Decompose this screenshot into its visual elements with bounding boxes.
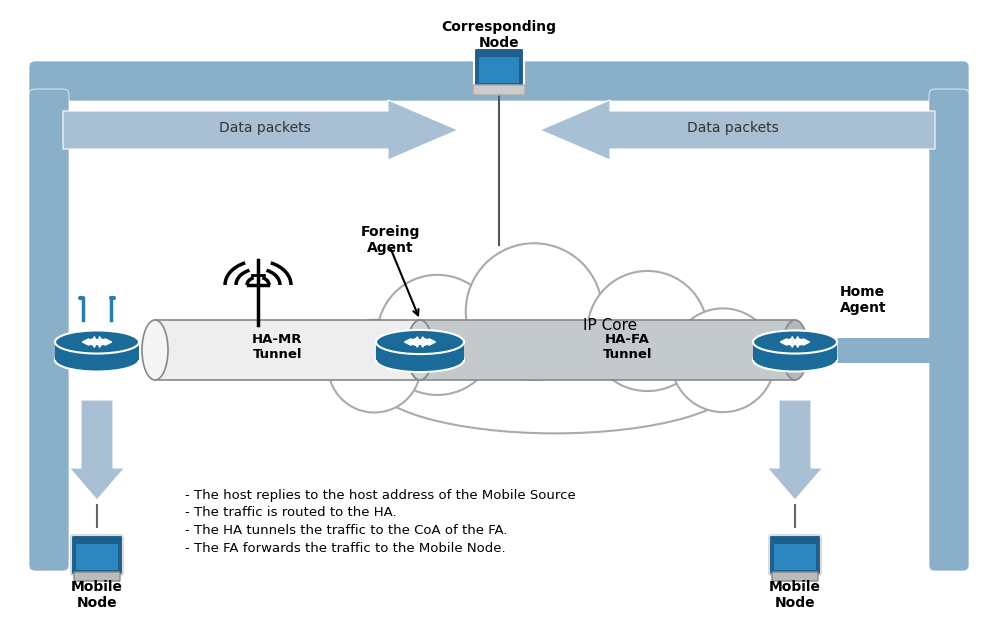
Text: Home
Agent: Home Agent xyxy=(840,285,886,315)
FancyArrow shape xyxy=(63,100,458,160)
Text: Data packets: Data packets xyxy=(688,121,778,135)
Text: Mobile
Node: Mobile Node xyxy=(769,580,821,610)
FancyBboxPatch shape xyxy=(769,535,821,575)
FancyBboxPatch shape xyxy=(473,85,525,95)
FancyBboxPatch shape xyxy=(772,572,818,581)
Text: - The host replies to the host address of the Mobile Source: - The host replies to the host address o… xyxy=(185,489,576,501)
FancyBboxPatch shape xyxy=(29,61,969,101)
Text: - The HA tunnels the traffic to the CoA of the FA.: - The HA tunnels the traffic to the CoA … xyxy=(185,524,508,538)
Bar xyxy=(55,342,139,360)
Text: Mobile
Node: Mobile Node xyxy=(71,580,123,610)
FancyBboxPatch shape xyxy=(74,572,120,581)
Circle shape xyxy=(588,271,708,391)
FancyArrow shape xyxy=(767,400,822,500)
Ellipse shape xyxy=(55,349,139,372)
Ellipse shape xyxy=(376,330,464,354)
Text: - The FA forwards the traffic to the Mobile Node.: - The FA forwards the traffic to the Mob… xyxy=(185,543,506,555)
Ellipse shape xyxy=(55,330,139,354)
FancyArrow shape xyxy=(70,400,125,500)
FancyBboxPatch shape xyxy=(474,48,524,88)
Circle shape xyxy=(671,308,774,412)
Text: HA-MR
Tunnel: HA-MR Tunnel xyxy=(252,333,302,361)
Circle shape xyxy=(328,320,421,413)
Bar xyxy=(774,544,816,570)
Circle shape xyxy=(466,243,602,380)
FancyBboxPatch shape xyxy=(420,320,795,380)
Bar xyxy=(76,544,118,570)
Ellipse shape xyxy=(370,326,740,434)
Bar xyxy=(376,342,464,360)
Text: - The traffic is routed to the HA.: - The traffic is routed to the HA. xyxy=(185,507,396,519)
Text: HA-FA
Tunnel: HA-FA Tunnel xyxy=(603,333,653,361)
Ellipse shape xyxy=(753,349,837,372)
FancyBboxPatch shape xyxy=(155,320,420,380)
Ellipse shape xyxy=(782,320,808,380)
Text: Corresponding
Node: Corresponding Node xyxy=(441,20,557,50)
Ellipse shape xyxy=(407,320,433,380)
Text: Foreing
Agent: Foreing Agent xyxy=(360,225,420,256)
Ellipse shape xyxy=(753,330,837,354)
FancyBboxPatch shape xyxy=(71,535,123,575)
Circle shape xyxy=(377,275,497,395)
Bar xyxy=(479,57,519,83)
Text: IP Core: IP Core xyxy=(583,318,637,332)
FancyBboxPatch shape xyxy=(929,89,969,571)
FancyArrow shape xyxy=(540,100,935,160)
Ellipse shape xyxy=(376,348,464,372)
Text: Data packets: Data packets xyxy=(220,121,310,135)
Ellipse shape xyxy=(142,320,168,380)
Ellipse shape xyxy=(407,320,433,380)
FancyBboxPatch shape xyxy=(29,89,69,571)
Bar xyxy=(753,342,837,360)
